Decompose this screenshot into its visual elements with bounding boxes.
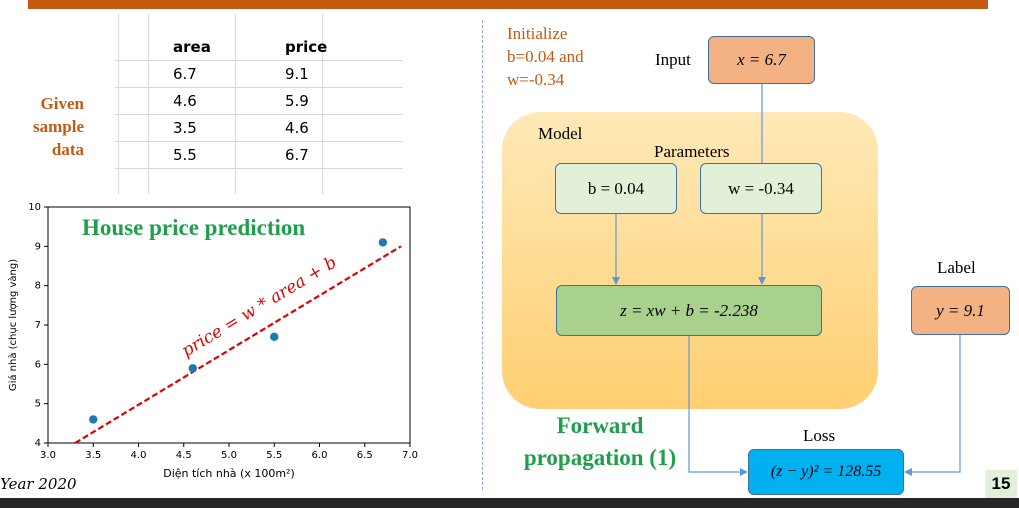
weight-parameter-box: w = -0.34 <box>700 163 822 214</box>
cell-area: 3.5 <box>115 114 263 142</box>
input-box: x = 6.7 <box>708 36 815 84</box>
cell-empty <box>115 168 263 195</box>
cell-area: 4.6 <box>115 87 263 115</box>
chart-title: House price prediction <box>82 215 305 240</box>
x-tick-label: 3.0 <box>40 450 56 461</box>
slide-number: 15 <box>985 470 1017 498</box>
input-label: Input <box>655 50 691 69</box>
header-price: price <box>285 38 328 56</box>
cell-empty <box>345 87 403 115</box>
table-row: 6.7 9.1 <box>115 60 403 88</box>
header-area: area <box>173 38 211 56</box>
forward-propagation-title: Forward propagation (1) <box>523 413 677 470</box>
loss-box: (z − y)² = 128.55 <box>748 449 904 495</box>
y-axis-label: Giá nhà (chục lượng vàng) <box>7 259 19 391</box>
given-sample-data-label: Given sample data <box>33 94 84 159</box>
data-point <box>378 238 388 247</box>
header-empty <box>345 34 403 61</box>
x-tick-label: 4.0 <box>131 450 147 461</box>
y-tick-label: 8 <box>35 281 41 292</box>
x-tick-label: 6.0 <box>312 450 328 461</box>
x-tick-label: 5.0 <box>221 450 237 461</box>
x-tick-label: 4.5 <box>176 450 192 461</box>
cell-price: 5.9 <box>263 87 345 115</box>
cell-empty <box>345 114 403 142</box>
top-accent-bar <box>28 0 988 9</box>
cell-area: 6.7 <box>115 60 263 88</box>
label-label: Label <box>937 258 976 277</box>
x-tick-label: 3.5 <box>85 450 101 461</box>
cell-price: 4.6 <box>263 114 345 142</box>
sample-data-table: area price 6.7 9.1 4.6 5.9 3.5 4.6 5.5 6… <box>115 34 403 195</box>
x-tick-label: 6.5 <box>357 450 373 461</box>
linear-output-box: z = xw + b = -2.238 <box>556 285 822 336</box>
model-label: Model <box>538 124 583 143</box>
table-row: 4.6 5.9 <box>115 87 403 115</box>
data-point <box>270 332 279 341</box>
table-row: 3.5 4.6 <box>115 114 403 142</box>
house-price-chart: 3.0 3.5 4.0 4.5 5.0 5.5 6.0 6.5 7.0 4 5 6 7 8 9 10 Diện … <box>7 202 418 480</box>
data-point <box>89 415 98 424</box>
x-tick-label: 7.0 <box>402 450 418 461</box>
label-box: y = 9.1 <box>911 286 1010 335</box>
cell-empty <box>345 168 403 195</box>
regression-equation-label: price = w * area + b <box>178 253 340 362</box>
y-tick-label: 9 <box>35 241 41 252</box>
cell-empty <box>345 141 403 169</box>
cell-price: 9.1 <box>263 60 345 88</box>
bottom-bar <box>0 498 1019 508</box>
regression-line <box>74 245 402 444</box>
y-tick-label: 10 <box>28 202 41 213</box>
label-to-loss-arrow <box>904 335 961 476</box>
table-row <box>115 168 403 195</box>
footer-year: Year 2020 <box>0 475 77 493</box>
section-divider <box>482 20 483 490</box>
initialize-note: Initialize b=0.04 and w=-0.34 <box>507 24 584 89</box>
x-tick-label: 5.5 <box>266 450 282 461</box>
parameters-label: Parameters <box>654 142 730 161</box>
data-point <box>188 364 197 373</box>
y-tick-label: 7 <box>35 320 41 331</box>
table-header-row: area price <box>115 34 403 61</box>
cell-price: 6.7 <box>263 141 345 169</box>
loss-label: Loss <box>803 426 836 445</box>
y-tick-label: 4 <box>35 438 41 449</box>
y-tick-label: 5 <box>35 399 41 410</box>
bias-parameter-box: b = 0.04 <box>555 163 677 214</box>
cell-empty <box>345 60 403 88</box>
cell-area: 5.5 <box>115 141 263 169</box>
x-axis-label: Diện tích nhà (x 100m²) <box>163 467 295 480</box>
y-tick-label: 6 <box>35 359 41 370</box>
cell-empty <box>263 168 345 195</box>
table-row: 5.5 6.7 <box>115 141 403 169</box>
